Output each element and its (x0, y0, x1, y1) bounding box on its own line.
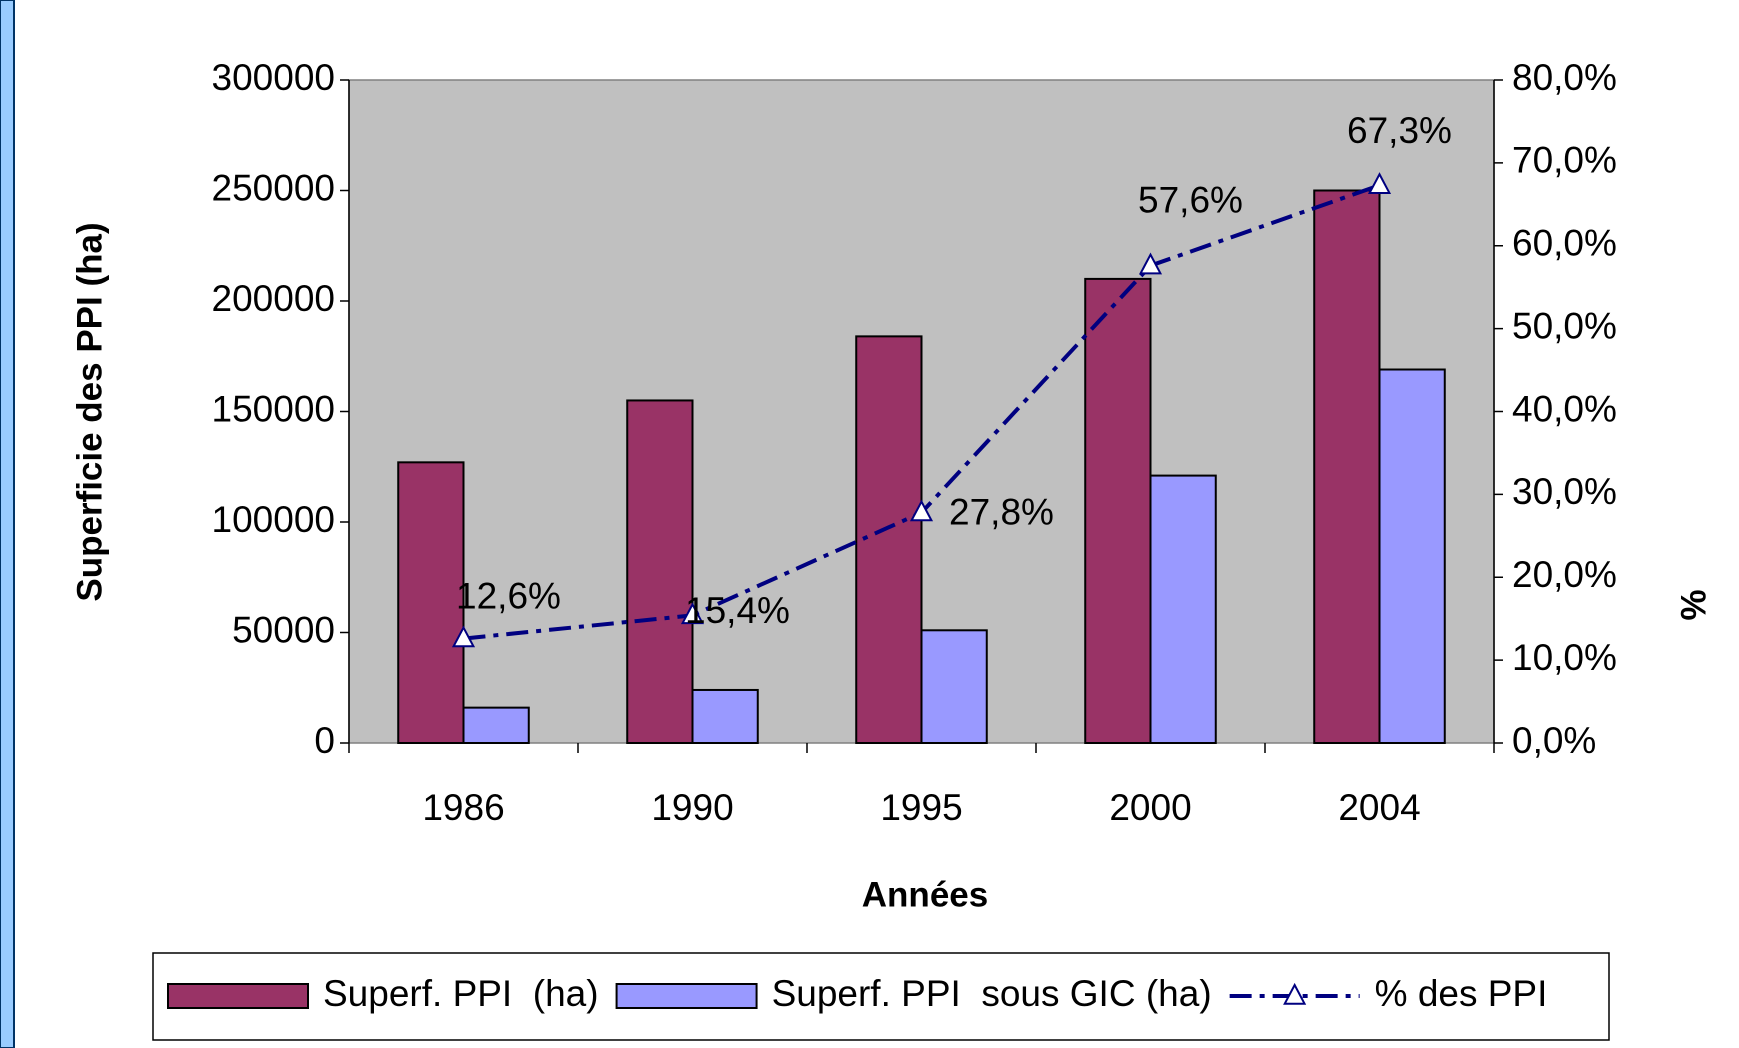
x-tick-label: 1990 (651, 787, 733, 828)
y-tick-label: 300000 (212, 57, 335, 98)
y2-tick-label: 0,0% (1512, 720, 1596, 761)
line-marker (1367, 172, 1392, 194)
legend-marker (1283, 982, 1307, 1005)
y2-tick-label: 30,0% (1512, 471, 1617, 512)
data-label: 12,6% (456, 575, 561, 616)
legend-swatch (167, 983, 309, 1009)
x-tick-label: 2004 (1338, 787, 1420, 828)
x-axis-title: Années (862, 875, 988, 914)
y2-tick-label: 50,0% (1512, 305, 1617, 346)
x-tick-label: 1986 (422, 787, 504, 828)
data-label: 27,8% (949, 491, 1054, 532)
y-axis-title: Superficie des PPI (ha) (70, 222, 109, 601)
legend-swatch (615, 983, 758, 1009)
bar (1149, 474, 1217, 744)
bar (920, 629, 988, 744)
data-label: 57,6% (1138, 179, 1243, 220)
y-tick-label: 0 (314, 720, 335, 761)
line-marker (909, 499, 934, 522)
y-tick-label: 150000 (212, 388, 335, 429)
y2-axis-title: % (1673, 589, 1712, 620)
y2-tick-label: 10,0% (1512, 637, 1617, 678)
bar (1084, 277, 1152, 744)
bar (691, 688, 759, 745)
y-tick-label: 100000 (212, 499, 335, 540)
y-tick-label: 250000 (212, 167, 335, 208)
line-marker (680, 602, 705, 625)
legend-label: Superf. PPI (ha) (323, 973, 599, 1014)
y2-tick-label: 60,0% (1512, 223, 1617, 264)
bar (462, 706, 530, 745)
x-tick-label: 1995 (880, 787, 962, 828)
side-strip (0, 0, 15, 1048)
bar (1313, 189, 1381, 744)
y2-tick-label: 40,0% (1512, 388, 1617, 429)
legend (152, 952, 1610, 1041)
y2-tick-label: 80,0% (1512, 57, 1617, 98)
data-label: 15,4% (685, 590, 790, 631)
bar (397, 461, 465, 744)
line-marker (451, 625, 476, 648)
legend-label: Superf. PPI sous GIC (ha) (772, 973, 1212, 1014)
data-label: 67,3% (1347, 110, 1452, 151)
y-tick-label: 50000 (232, 609, 335, 650)
y2-tick-label: 20,0% (1512, 554, 1617, 595)
legend-label: % des PPI (1375, 973, 1548, 1014)
line-marker (1138, 252, 1163, 275)
x-tick-label: 2000 (1109, 787, 1191, 828)
bar (1378, 368, 1446, 744)
y2-tick-label: 70,0% (1512, 140, 1617, 181)
bar (855, 335, 923, 744)
y-tick-label: 200000 (212, 278, 335, 319)
bar (626, 399, 694, 744)
